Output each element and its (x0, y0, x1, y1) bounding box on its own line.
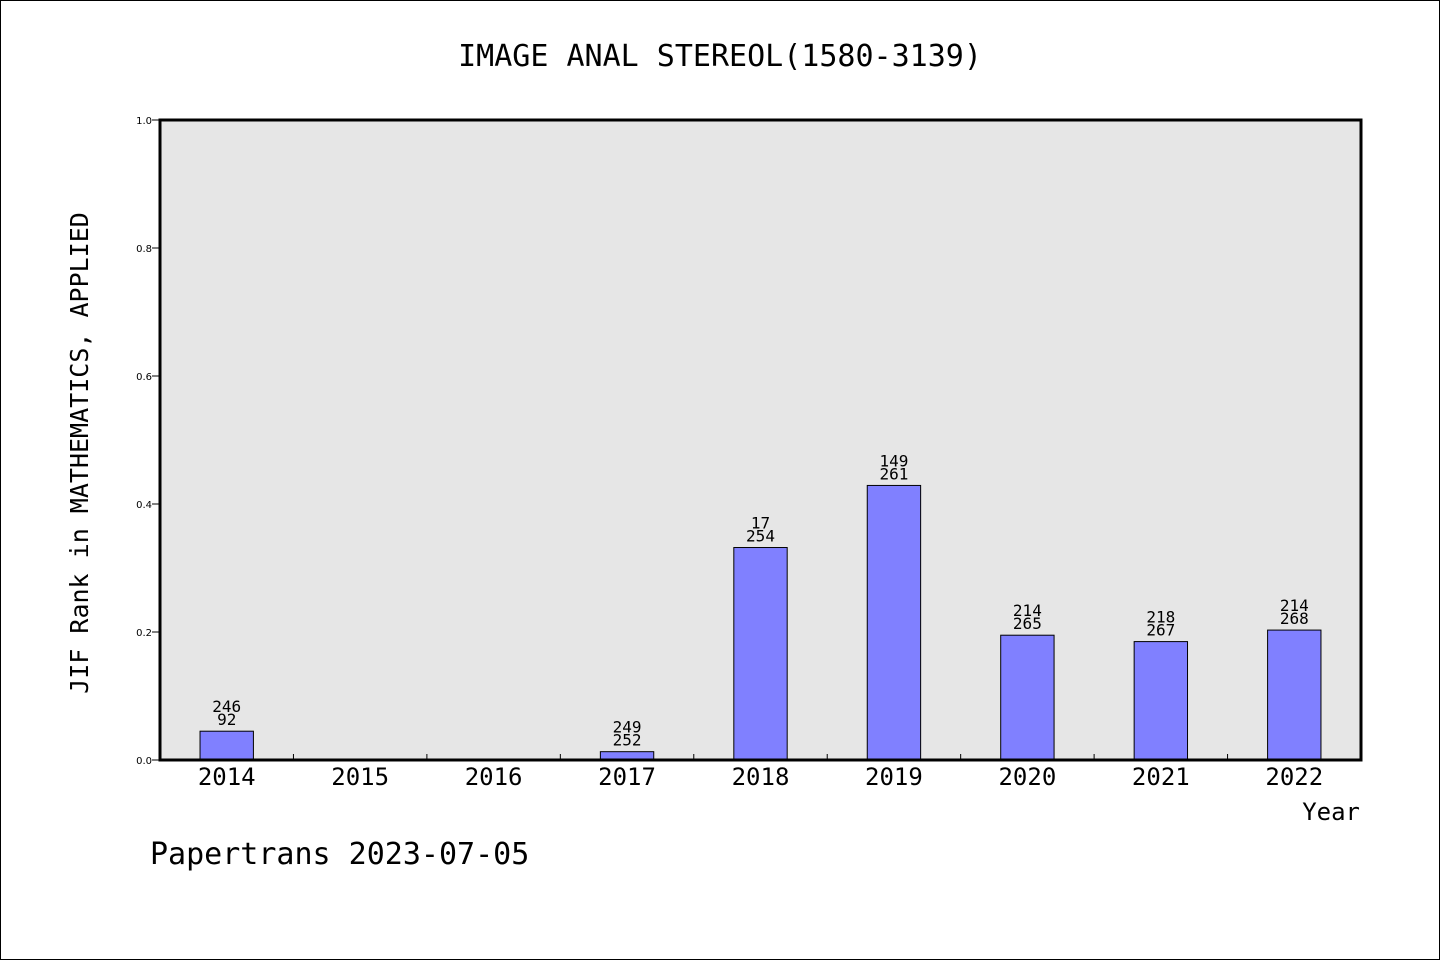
x-tick-label: 2016 (465, 763, 523, 791)
bar-label-bottom: 268 (1280, 609, 1309, 628)
plot-border (158, 118, 1363, 762)
y-axis: 0.0 0.2 0.4 0.6 0.8 1.0 (136, 116, 160, 767)
y-tick-label: 0.0 (136, 756, 152, 767)
bar-2019 (866, 484, 922, 761)
bar-label-bottom: 252 (613, 731, 642, 750)
bar-2018 (733, 547, 788, 761)
bar-2022 (1267, 629, 1322, 761)
y-axis-label: JIF Rank in MATHEMATICS, APPLIED (65, 212, 94, 694)
y-tick-label: 0.2 (136, 628, 152, 639)
bar-label-top: 17 (751, 514, 770, 533)
x-tick-label: 2015 (331, 763, 389, 791)
y-tick-label: 0.8 (136, 244, 152, 255)
x-tick-label: 2018 (732, 763, 790, 791)
bar-2014 (199, 730, 254, 761)
bar-label-bottom: 267 (1146, 621, 1175, 640)
bar-label-top: 214 (1280, 596, 1309, 615)
bars (199, 484, 1322, 761)
bar-label-top: 218 (1146, 608, 1175, 627)
bar-label-top: 246 (212, 697, 241, 716)
bar-2021 (1133, 641, 1189, 761)
y-tick-label: 0.4 (136, 500, 152, 511)
bar-label-top: 149 (879, 451, 908, 470)
y-tick-label: 1.0 (136, 116, 152, 127)
x-tick-label: 2022 (1265, 763, 1323, 791)
bar-label-bottom: 92 (217, 710, 236, 729)
x-tick-label: 2021 (1132, 763, 1190, 791)
bar-label-top: 214 (1013, 601, 1042, 620)
x-axis: 2014 2015 2016 2017 2018 2019 2020 2021 2022 (198, 754, 1323, 791)
y-tick-label: 0.6 (136, 372, 152, 383)
bar-2020 (1000, 634, 1055, 761)
x-tick-label: 2019 (865, 763, 923, 791)
x-tick-label: 2014 (198, 763, 256, 791)
footer-text: Papertrans 2023-07-05 (150, 837, 529, 872)
bar-label-bottom: 254 (746, 527, 775, 546)
x-tick-label: 2017 (598, 763, 656, 791)
x-axis-label: Year (1302, 798, 1360, 826)
bar-label-top: 249 (613, 718, 642, 737)
chart-title: IMAGE ANAL STEREOL(1580-3139) (458, 39, 982, 74)
bar-label-bottom: 265 (1013, 614, 1042, 633)
x-tick-label: 2020 (998, 763, 1056, 791)
bar-label-bottom: 261 (879, 464, 908, 483)
